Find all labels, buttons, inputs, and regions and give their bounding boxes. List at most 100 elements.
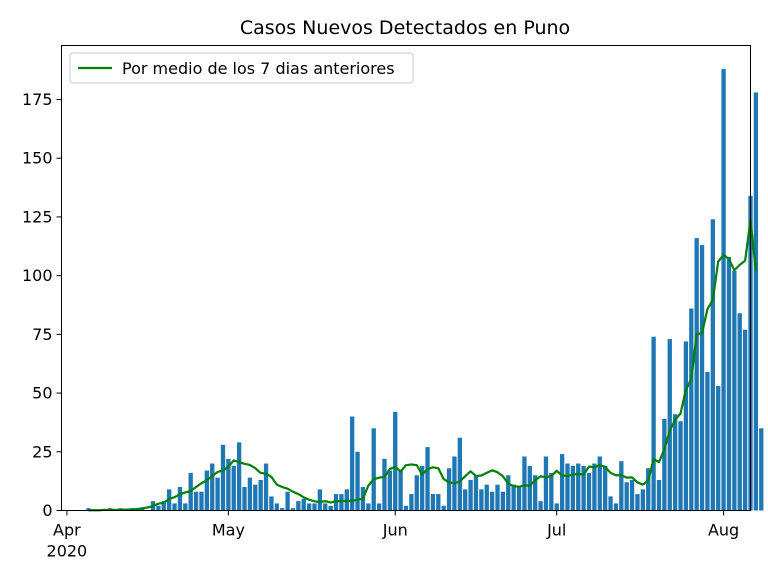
bar [350,416,355,511]
bar [468,479,473,511]
bar [387,470,393,511]
bar [495,484,500,511]
bar [333,494,339,511]
bar [436,494,441,511]
bar [613,503,619,511]
bar [759,428,764,511]
bar [576,463,581,511]
bar [726,256,732,511]
bar [592,463,597,511]
bar [559,454,565,511]
bar [581,465,586,511]
plot-frame [61,45,751,511]
bar [193,491,199,511]
bar [156,505,161,511]
bar [242,487,247,511]
bar [689,308,694,511]
bar [473,475,479,511]
bar [414,475,419,511]
x-tick-label: Apr [53,521,81,540]
bar [656,479,662,511]
y-tick-label: 0 [42,501,52,520]
bars-group [86,68,764,511]
y-tick-label: 125 [22,207,53,226]
bar [172,503,177,511]
bar [457,437,462,511]
bar [204,470,209,511]
bar [710,219,715,511]
y-tick-label: 75 [32,325,52,344]
bar [382,458,387,511]
bar [306,503,312,511]
bar [716,386,721,511]
bar [328,505,333,511]
bar [290,508,296,511]
x-tick-label: Aug [708,521,739,540]
bar [651,336,656,511]
bar [323,503,328,511]
bar [570,465,576,511]
bar [317,489,323,511]
bar [533,475,538,511]
x-tick-label: Jul [546,521,566,540]
y-tick-label: 100 [22,266,53,285]
bar [683,341,689,511]
bar [479,489,484,511]
bar [441,505,446,511]
bar [263,463,269,511]
bar [371,428,376,511]
bar [398,470,403,511]
bar [506,475,511,511]
bar [586,472,592,511]
bar [694,238,699,511]
bar [269,496,274,511]
y-tick-label: 50 [32,384,52,403]
bar [366,503,371,511]
bar [484,484,489,511]
bar [753,92,759,511]
bar [285,491,290,511]
bar [597,456,602,511]
bar [446,468,452,511]
bar [538,501,543,511]
bar [183,503,188,511]
bar [301,498,306,511]
y-tick-label: 150 [22,149,53,168]
y-axis: 0 25 50 75 100 125 150 175 [22,90,62,520]
bar [226,458,231,511]
bar [603,465,608,511]
bar [258,479,263,511]
bar [425,447,430,511]
bar [409,494,414,511]
line-group [88,218,757,512]
bar [543,456,549,511]
chart-title: Casos Nuevos Detectados en Puno [240,17,570,39]
bar [274,503,279,511]
bar [312,503,317,511]
bar [549,472,554,511]
bar [500,491,506,511]
bar [646,468,651,511]
bar [732,270,737,511]
bar [721,68,726,511]
bar [662,418,667,511]
bar [376,503,382,511]
bar [210,463,215,511]
series-line [88,218,757,512]
bar [608,496,613,511]
bar [635,494,640,511]
bar [667,339,672,511]
bar [705,371,710,511]
bar [247,477,253,511]
bar [403,505,409,511]
y-tick-label: 175 [22,90,53,109]
bar [516,487,522,511]
bar [554,503,559,511]
bar [511,484,516,511]
legend-box [69,52,414,84]
bar [489,491,495,511]
bar [177,487,183,511]
legend: Por medio de los 7 dias anteriores [69,52,414,84]
bar [339,494,344,511]
